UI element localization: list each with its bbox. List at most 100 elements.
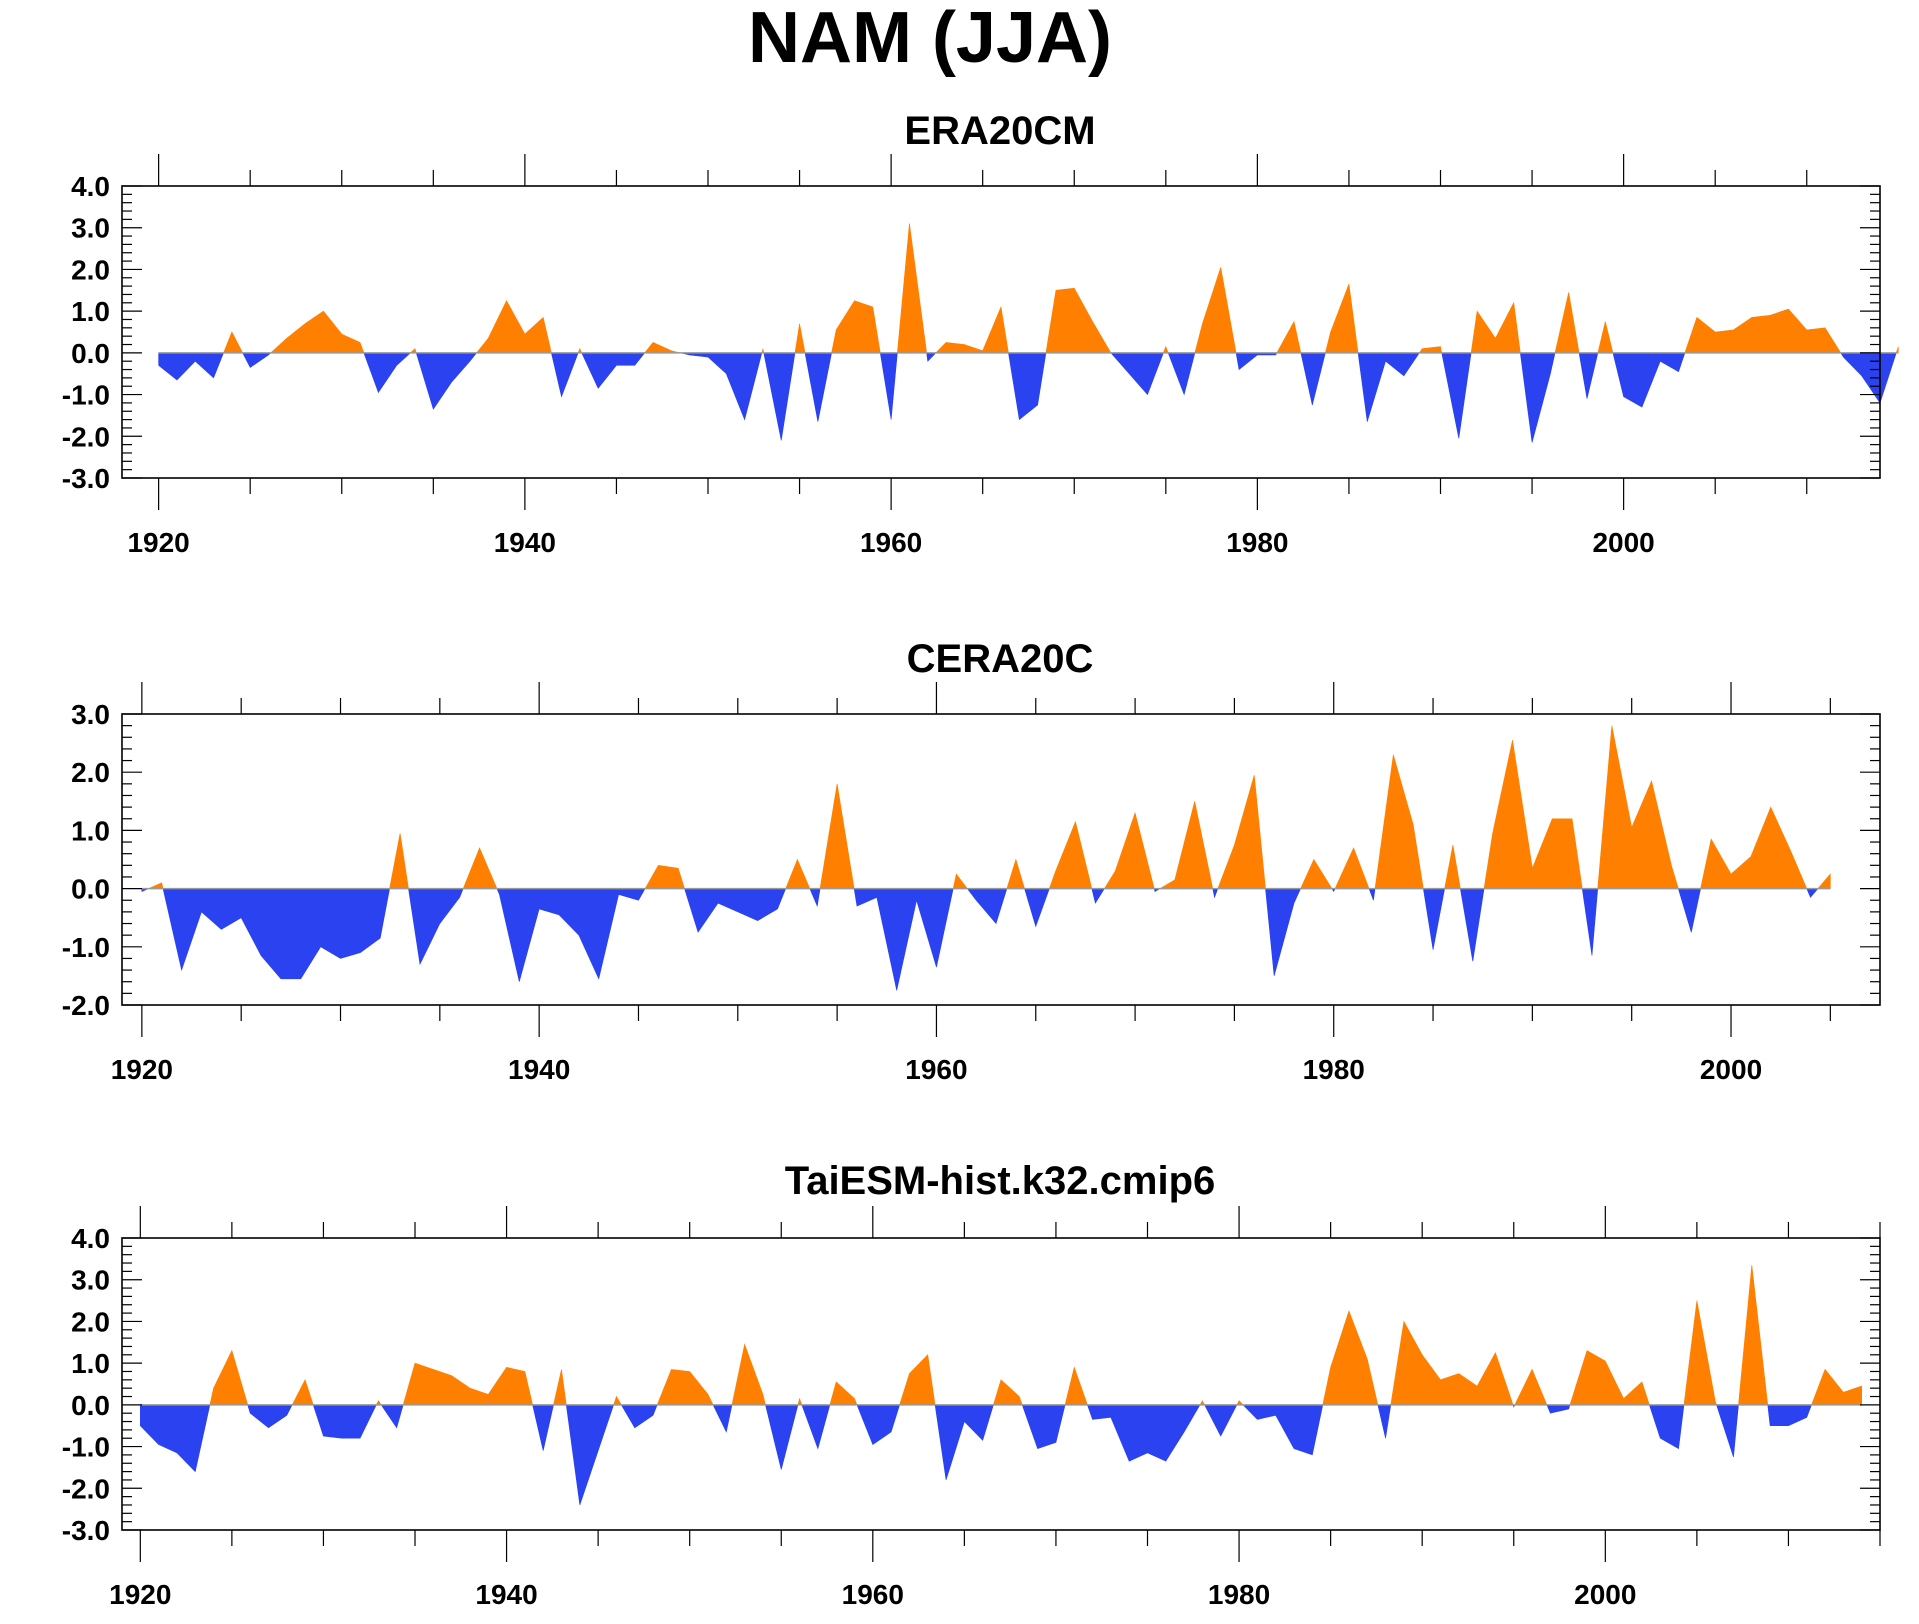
negative-area: [312, 1404, 377, 1439]
figure-title: NAM (JJA): [748, 0, 1112, 78]
negative-area: [158, 352, 224, 381]
positive-area: [897, 223, 927, 354]
negative-area: [1212, 888, 1219, 899]
negative-area: [1024, 888, 1050, 928]
plot-taiesm: 4.0 3.0 2.0 1.0 0.0 -1.0 -2.0 -3.0 1920 1940 1960 1…: [62, 1206, 1881, 1610]
y-tick-label: 0.0: [71, 1390, 110, 1421]
positive-area: [819, 783, 855, 889]
positive-area: [1569, 1350, 1650, 1406]
positive-area: [291, 1379, 314, 1406]
negative-area: [809, 888, 821, 908]
negative-area: [1767, 1404, 1812, 1427]
positive-area: [829, 1381, 858, 1406]
positive-area: [993, 1379, 1023, 1406]
positive-area: [1276, 320, 1302, 354]
negative-area: [1357, 352, 1420, 422]
negative-area: [1581, 888, 1599, 956]
x-tick-label: 1960: [905, 1054, 967, 1085]
positive-area: [209, 1349, 249, 1406]
positive-area: [553, 1369, 567, 1406]
negative-area: [879, 352, 898, 420]
x-tick-label: 1940: [475, 1579, 537, 1610]
positive-area: [1006, 858, 1025, 889]
negative-area: [1167, 352, 1196, 396]
x-tick-label: 1960: [860, 527, 922, 558]
negative-area: [1460, 888, 1485, 962]
y-tick-label: 4.0: [71, 1223, 110, 1254]
positive-area: [1811, 1368, 1862, 1406]
negative-area: [242, 352, 272, 368]
plot-frame: [121, 185, 1881, 479]
positive-area: [1045, 287, 1112, 354]
x-tick-label: 1920: [109, 1579, 171, 1610]
y-tick-label: 1.0: [71, 296, 110, 327]
positive-area: [223, 331, 244, 354]
positive-area: [1470, 301, 1521, 354]
negative-area: [1612, 352, 1686, 408]
positive-area: [1322, 1310, 1379, 1406]
negative-area: [712, 1404, 733, 1433]
negative-area: [1377, 1404, 1392, 1439]
negative-area: [1021, 1404, 1066, 1450]
negative-area: [680, 352, 763, 421]
y-tick-label: 4.0: [71, 171, 110, 202]
positive-area: [1738, 1265, 1769, 1406]
positive-area: [1895, 346, 1899, 354]
y-tick-label: 0.0: [71, 338, 110, 369]
x-tick-label: 2000: [1700, 1054, 1762, 1085]
negative-area: [581, 352, 646, 389]
negative-area: [1008, 352, 1047, 421]
y-tick-label: 1.0: [71, 1348, 110, 1379]
negative-area: [1091, 888, 1105, 904]
negative-area: [934, 1404, 994, 1481]
positive-area: [731, 1343, 766, 1406]
y-tick-label: 2.0: [71, 254, 110, 285]
positive-area: [270, 310, 365, 354]
positive-area: [1064, 1366, 1088, 1406]
negative-area: [801, 1404, 831, 1450]
negative-area: [408, 888, 464, 966]
panel-era20cm: ERA20CM 4.0 3.0 2.0 1.0 0.0 -1.0 -2.0 -3.0 1920 1…: [62, 109, 1899, 558]
positive-area: [1683, 1300, 1717, 1406]
negative-area: [1235, 352, 1278, 371]
negative-area: [1519, 352, 1556, 443]
negative-area: [1441, 352, 1472, 439]
panel-taiesm: TaiESM-hist.k32.cmip6 4.0 3.0 2.0 1.0 0.0 -1.…: [62, 1159, 1881, 1610]
positive-area: [1817, 873, 1831, 889]
positive-area: [952, 873, 968, 889]
negative-area: [363, 352, 412, 394]
x-tick-label: 2000: [1574, 1579, 1636, 1610]
positive-area: [1390, 1320, 1514, 1406]
positive-area: [899, 1354, 936, 1406]
y-tick-label: -2.0: [62, 421, 110, 452]
y-tick-label: -1.0: [62, 380, 110, 411]
positive-area: [1554, 292, 1580, 354]
positive-area: [1048, 820, 1093, 889]
positive-area: [1700, 806, 1808, 889]
negative-area: [551, 352, 579, 398]
panel-title-taiesm: TaiESM-hist.k32.cmip6: [785, 1159, 1216, 1203]
positive-area: [1597, 725, 1679, 889]
positive-area: [1597, 321, 1614, 354]
positive-area: [475, 300, 552, 354]
negative-area: [1204, 1404, 1238, 1437]
negative-area: [765, 1404, 799, 1470]
y-tick-label: -2.0: [62, 1473, 110, 1504]
panel-cera20c: CERA20C 3.0 2.0 1.0 0.0 -1.0 -2.0 1920 1940 1960…: [62, 637, 1881, 1085]
positive-area: [656, 1369, 714, 1406]
negative-area: [1677, 888, 1701, 933]
negative-area: [1840, 352, 1897, 404]
y-tick-label: 0.0: [71, 874, 110, 905]
negative-area: [1546, 1404, 1571, 1414]
negative-area: [380, 1404, 404, 1429]
plot-frame: [121, 713, 1881, 1006]
negative-area: [620, 1404, 658, 1429]
positive-area: [1300, 858, 1333, 889]
positive-area: [831, 300, 881, 354]
x-tick-label: 1980: [1303, 1054, 1365, 1085]
x-tick-label: 1980: [1226, 527, 1288, 558]
negative-area: [1265, 888, 1302, 976]
positive-area: [1158, 801, 1214, 889]
positive-area: [1334, 847, 1370, 889]
positive-area: [1514, 1368, 1548, 1406]
